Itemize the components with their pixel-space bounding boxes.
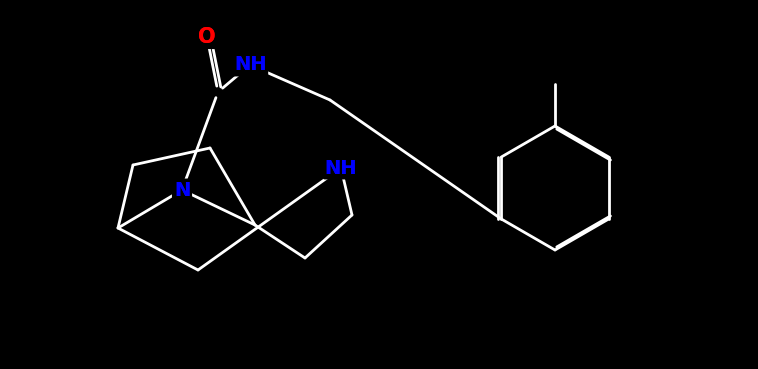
Text: NH: NH <box>324 159 357 177</box>
Text: NH: NH <box>233 55 266 75</box>
Text: O: O <box>198 27 216 47</box>
Text: O: O <box>198 27 216 47</box>
Text: NH: NH <box>233 55 266 75</box>
Text: NH: NH <box>324 159 357 177</box>
Text: NH: NH <box>233 55 266 75</box>
Text: NH: NH <box>324 159 357 177</box>
Text: N: N <box>174 180 190 200</box>
Text: N: N <box>174 180 190 200</box>
Text: O: O <box>198 27 216 47</box>
Text: N: N <box>174 180 190 200</box>
